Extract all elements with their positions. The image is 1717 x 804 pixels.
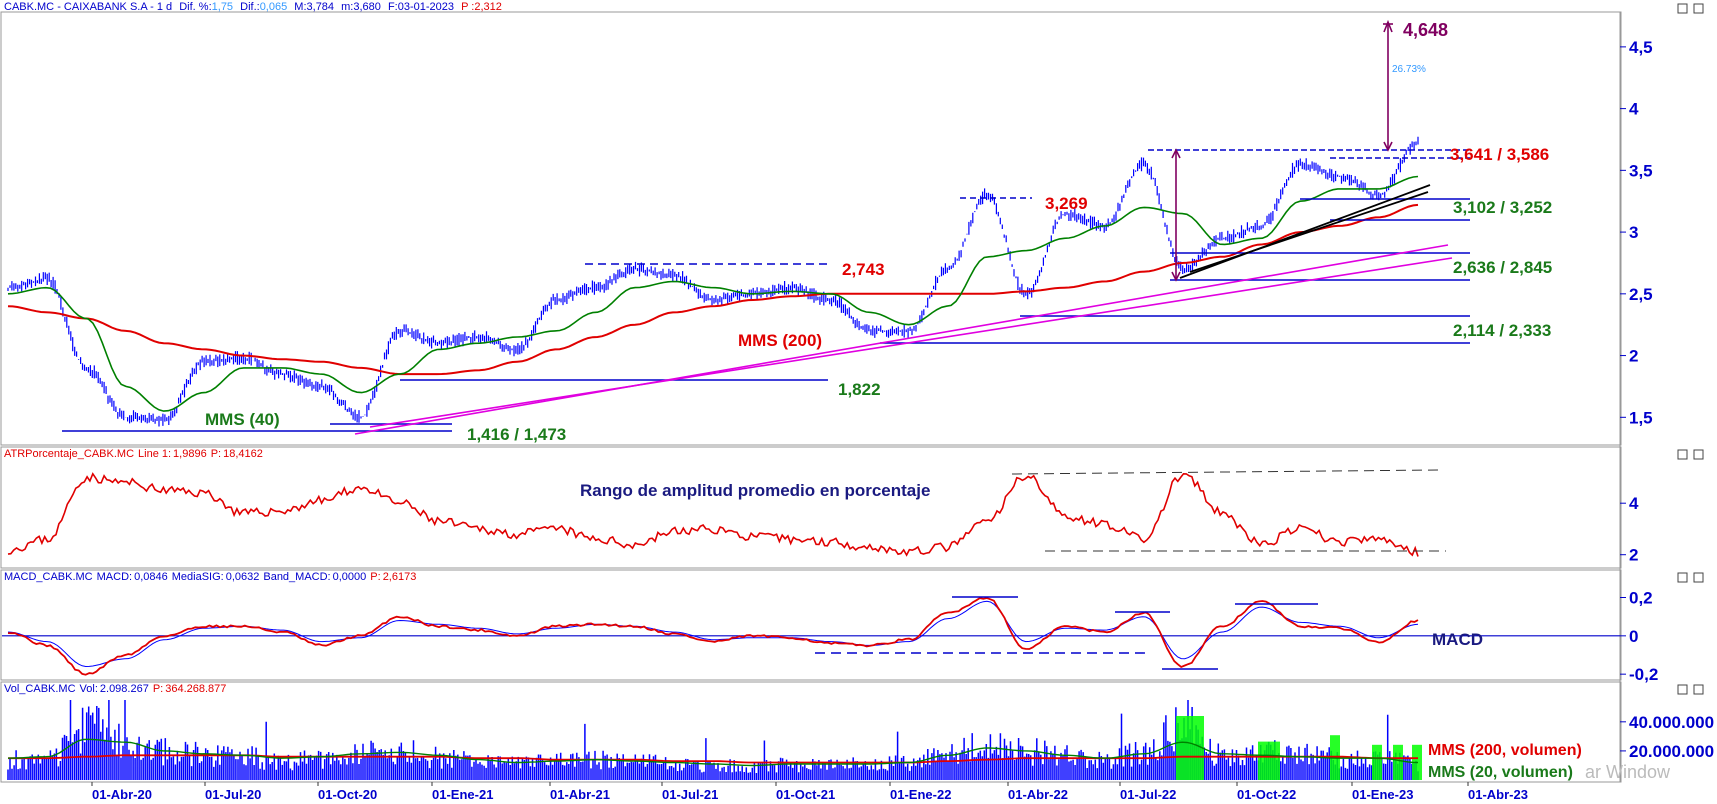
- x-tick-label: 01-Ene-23: [1352, 787, 1413, 802]
- sup2-label: 2,636 / 2,845: [1453, 258, 1552, 277]
- x-tick-label: 01-Ene-22: [890, 787, 951, 802]
- price-axis-tick-label: 2: [1629, 347, 1638, 366]
- price-bars: [7, 136, 1419, 427]
- target-label: 4,648: [1403, 20, 1448, 40]
- atr-title: Rango de amplitud promedio en porcentaje: [580, 481, 930, 500]
- mms40-label: MMS (40): [205, 410, 280, 429]
- volume-axis-tick-label: 20.000.000: [1629, 742, 1714, 761]
- mms40-line: [7, 175, 1419, 412]
- volume-header: Vol_CABK.MC Vol: 2.098.267 P: 364.268.877: [4, 683, 226, 695]
- minimize-icon[interactable]: [1677, 684, 1688, 695]
- volume-highlight: [1393, 744, 1403, 780]
- macd-guides: [815, 596, 1318, 670]
- res1-label: 3,641 / 3,586: [1450, 145, 1549, 164]
- long-trend-line-1: [354, 244, 1449, 435]
- annotations: 4,648 26.73% 3,641 / 3,586 3,102 / 3,252…: [205, 20, 1671, 782]
- sup3-label: 2,114 / 2,333: [1453, 321, 1551, 340]
- macd-panel-controls[interactable]: [1677, 572, 1704, 583]
- target-arrow: [1171, 19, 1393, 282]
- macd-line: [7, 597, 1419, 676]
- level-1822-label: 1,822: [838, 380, 881, 399]
- macd-panel: [0, 569, 1622, 681]
- price-axis-tick-label: 3: [1629, 223, 1638, 242]
- close-icon[interactable]: [1693, 572, 1704, 583]
- price-panel-controls[interactable]: [1677, 3, 1704, 14]
- x-tick-label: 01-Oct-22: [1237, 787, 1296, 802]
- x-tick-label: 01-Jul-20: [205, 787, 261, 802]
- minimize-icon[interactable]: [1677, 449, 1688, 460]
- atr-header: ATRPorcentaje_CABK.MC Line 1: 1,9896 P: 18,4…: [4, 448, 263, 460]
- vol-mms20-label: MMS (20, volumen): [1428, 764, 1573, 781]
- x-tick-label: 01-Oct-20: [318, 787, 377, 802]
- x-tick-label: 01-Abr-21: [550, 787, 610, 802]
- watermark: ar Window: [1585, 762, 1671, 782]
- vol-mms200-label: MMS (200, volumen): [1428, 742, 1582, 759]
- atr-panel: [0, 446, 1622, 569]
- minimize-icon[interactable]: [1677, 572, 1688, 583]
- long-trend-line-2: [369, 257, 1453, 428]
- volume-mms20-line: [7, 738, 1419, 767]
- atr-axis-tick-label: 4: [1629, 494, 1639, 513]
- price-axis-tick-label: 2,5: [1629, 285, 1653, 304]
- x-tick-label: 01-Ene-21: [432, 787, 493, 802]
- close-icon[interactable]: [1693, 3, 1704, 14]
- x-tick-label: 01-Abr-23: [1468, 787, 1528, 802]
- x-tick-label: 01-Abr-22: [1008, 787, 1068, 802]
- macd-axis-tick-label: -0,2: [1629, 665, 1658, 684]
- short-trend-line-2: [1189, 191, 1429, 273]
- macd-axis-tick-label: 0: [1629, 627, 1638, 646]
- x-tick-label: 01-Jul-21: [662, 787, 718, 802]
- close-icon[interactable]: [1693, 684, 1704, 695]
- header-info: CABK.MC - CAIXABANK S.A - 1 d Dif. %:1,7…: [4, 1, 502, 13]
- short-trend-line-1: [1179, 184, 1431, 279]
- mms200-line: [7, 203, 1419, 376]
- sup1-label: 3,102 / 3,252: [1453, 198, 1552, 217]
- trend-lines: [354, 184, 1453, 435]
- price-axis-tick-label: 4: [1629, 100, 1639, 119]
- atr-line: [7, 472, 1419, 557]
- price-axis-tick-label: 1,5: [1629, 408, 1653, 427]
- level-2743-label: 2,743: [842, 260, 885, 279]
- sup4-label: 1,416 / 1,473: [467, 425, 566, 444]
- price-axis-tick-label: 3,5: [1629, 161, 1653, 180]
- x-tick-label: 01-Jul-22: [1120, 787, 1176, 802]
- macd-header: MACD_CABK.MC MACD: 0,0846 MediaSIG: 0,0632 Ba…: [4, 571, 416, 583]
- macd-axis-tick-label: 0,2: [1629, 589, 1653, 608]
- mms200-label: MMS (200): [738, 331, 822, 350]
- volume-highlight: [1258, 741, 1280, 780]
- pct-label: 26.73%: [1392, 64, 1426, 75]
- price-axis-tick-label: 4,5: [1629, 38, 1653, 57]
- close-icon[interactable]: [1693, 449, 1704, 460]
- atr-axis-tick-label: 2: [1629, 546, 1638, 565]
- atr-panel-controls[interactable]: [1677, 449, 1704, 460]
- x-tick-label: 01-Abr-20: [92, 787, 152, 802]
- volume-panel-controls[interactable]: [1677, 684, 1704, 695]
- volume-highlight: [1372, 744, 1382, 780]
- minimize-icon[interactable]: [1677, 3, 1688, 14]
- volume-highlight: [1176, 716, 1204, 780]
- atr-guides: [1011, 469, 1446, 552]
- x-tick-label: 01-Oct-21: [776, 787, 835, 802]
- macd-title: MACD: [1432, 630, 1483, 649]
- volume-axis-tick-label: 40.000.000: [1629, 713, 1714, 732]
- level-3269-label: 3,269: [1045, 194, 1088, 213]
